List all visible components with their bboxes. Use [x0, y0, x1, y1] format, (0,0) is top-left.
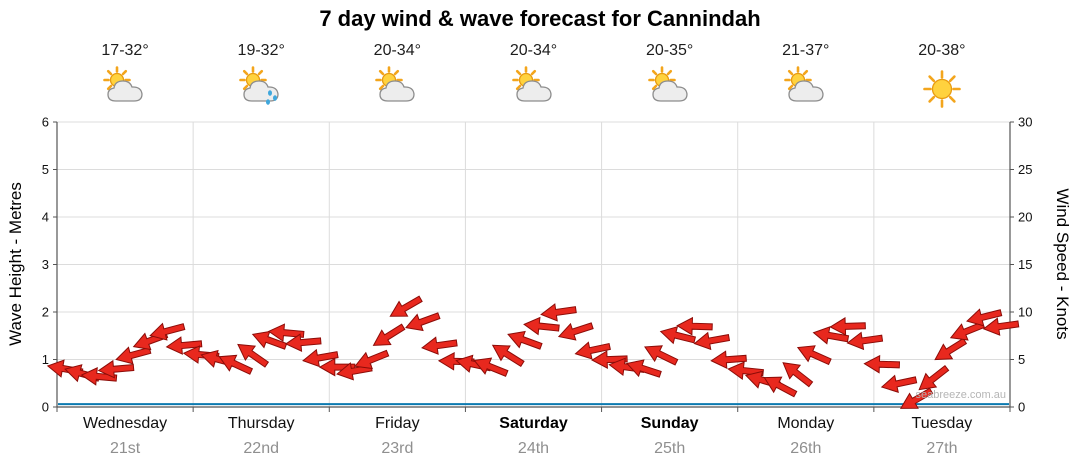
date-label: 26th [790, 440, 822, 457]
right-tick-label: 5 [1018, 352, 1025, 367]
day-label: Thursday [227, 415, 295, 432]
wind-arrow [372, 323, 406, 346]
temperature-label: 19-32° [237, 42, 285, 59]
wind-arrow [421, 336, 458, 355]
left-tick-label: 6 [42, 115, 49, 130]
day-label: Tuesday [911, 415, 973, 432]
day-label: Monday [777, 415, 835, 432]
wind-arrow [918, 364, 950, 391]
wind-arrow [644, 345, 679, 366]
wind-arrow [491, 344, 525, 368]
temperature-label: 20-34° [509, 42, 558, 59]
wind-arrow [149, 322, 186, 341]
temperature-label: 20-35° [645, 42, 694, 59]
wind-arrow [710, 350, 747, 370]
day-label: Saturday [499, 415, 568, 432]
wind-arrow [863, 354, 901, 374]
left-axis-title: Wave Height - Metres [6, 182, 25, 346]
left-tick-label: 2 [42, 305, 49, 320]
wind-arrow [97, 359, 135, 379]
right-tick-label: 25 [1018, 162, 1032, 177]
date-label: 27th [926, 440, 958, 457]
wind-arrow [251, 330, 288, 350]
wind-arrow [354, 349, 390, 370]
wind-arrow [302, 348, 339, 368]
wind-arrow [405, 312, 441, 332]
right-tick-label: 10 [1018, 305, 1032, 320]
date-label: 25th [654, 440, 686, 457]
wind-arrow [846, 331, 884, 351]
day-label: Sunday [640, 415, 699, 432]
date-label: 21st [109, 440, 141, 457]
wind-arrow [557, 322, 594, 341]
wind-arrow [626, 359, 662, 378]
date-label: 23rd [381, 440, 414, 457]
watermark: seabreeze.com.au [915, 389, 1007, 401]
wind-arrow [934, 337, 968, 361]
right-tick-label: 30 [1018, 115, 1032, 130]
wind-arrow [574, 341, 611, 360]
wind-arrow [899, 387, 934, 409]
wind-arrow [727, 361, 764, 380]
sun-cloud-rain-icon [237, 66, 285, 110]
chart-title: 7 day wind & wave forecast for Cannindah [319, 6, 761, 31]
wind-arrow [540, 303, 577, 322]
wind-arrow [165, 336, 203, 355]
wind-arrow [523, 316, 560, 336]
wind-arrow [591, 350, 628, 369]
sun-cloud-icon [373, 66, 421, 110]
wind-arrow [218, 354, 254, 375]
wind-arrow [782, 362, 814, 388]
wind-arrow [389, 295, 423, 317]
date-label: 24th [517, 440, 550, 457]
sunny-icon [918, 66, 966, 110]
right-axis-title: Wind Speed - Knots [1053, 188, 1072, 340]
right-tick-label: 15 [1018, 257, 1032, 272]
wind-arrow [796, 345, 832, 366]
day-label: Friday [375, 415, 420, 432]
temperature-label: 21-37° [782, 42, 830, 59]
sun-cloud-icon [101, 66, 149, 110]
right-tick-label: 0 [1018, 400, 1025, 415]
wind-arrow [676, 316, 713, 336]
day-label: Wednesday [82, 415, 168, 432]
wind-arrow [966, 308, 1003, 327]
wind-arrow [284, 333, 322, 352]
wind-arrow [659, 326, 697, 345]
wind-arrow [982, 317, 1020, 336]
wind-arrow [267, 323, 305, 343]
sun-cloud-icon [510, 66, 558, 110]
wind-arrow [237, 343, 270, 368]
date-label: 22nd [243, 440, 279, 457]
wind-arrow [880, 374, 918, 393]
temperature-label: 20-34° [373, 42, 422, 59]
wind-arrow [763, 376, 798, 398]
temperature-label: 20-38° [918, 42, 966, 59]
temperature-label: 17-32° [101, 42, 149, 59]
wind-arrow [693, 331, 731, 351]
wind-arrow [507, 330, 543, 350]
sun-cloud-icon [646, 66, 694, 110]
right-tick-label: 20 [1018, 210, 1032, 225]
left-tick-label: 1 [42, 352, 49, 367]
left-tick-label: 4 [42, 210, 49, 225]
left-tick-label: 5 [42, 162, 49, 177]
wind-arrow [829, 317, 866, 336]
wind-arrow [473, 357, 509, 377]
left-tick-label: 3 [42, 257, 49, 272]
sun-cloud-icon [782, 66, 830, 110]
left-tick-label: 0 [42, 400, 49, 415]
wind-arrow [318, 357, 356, 377]
